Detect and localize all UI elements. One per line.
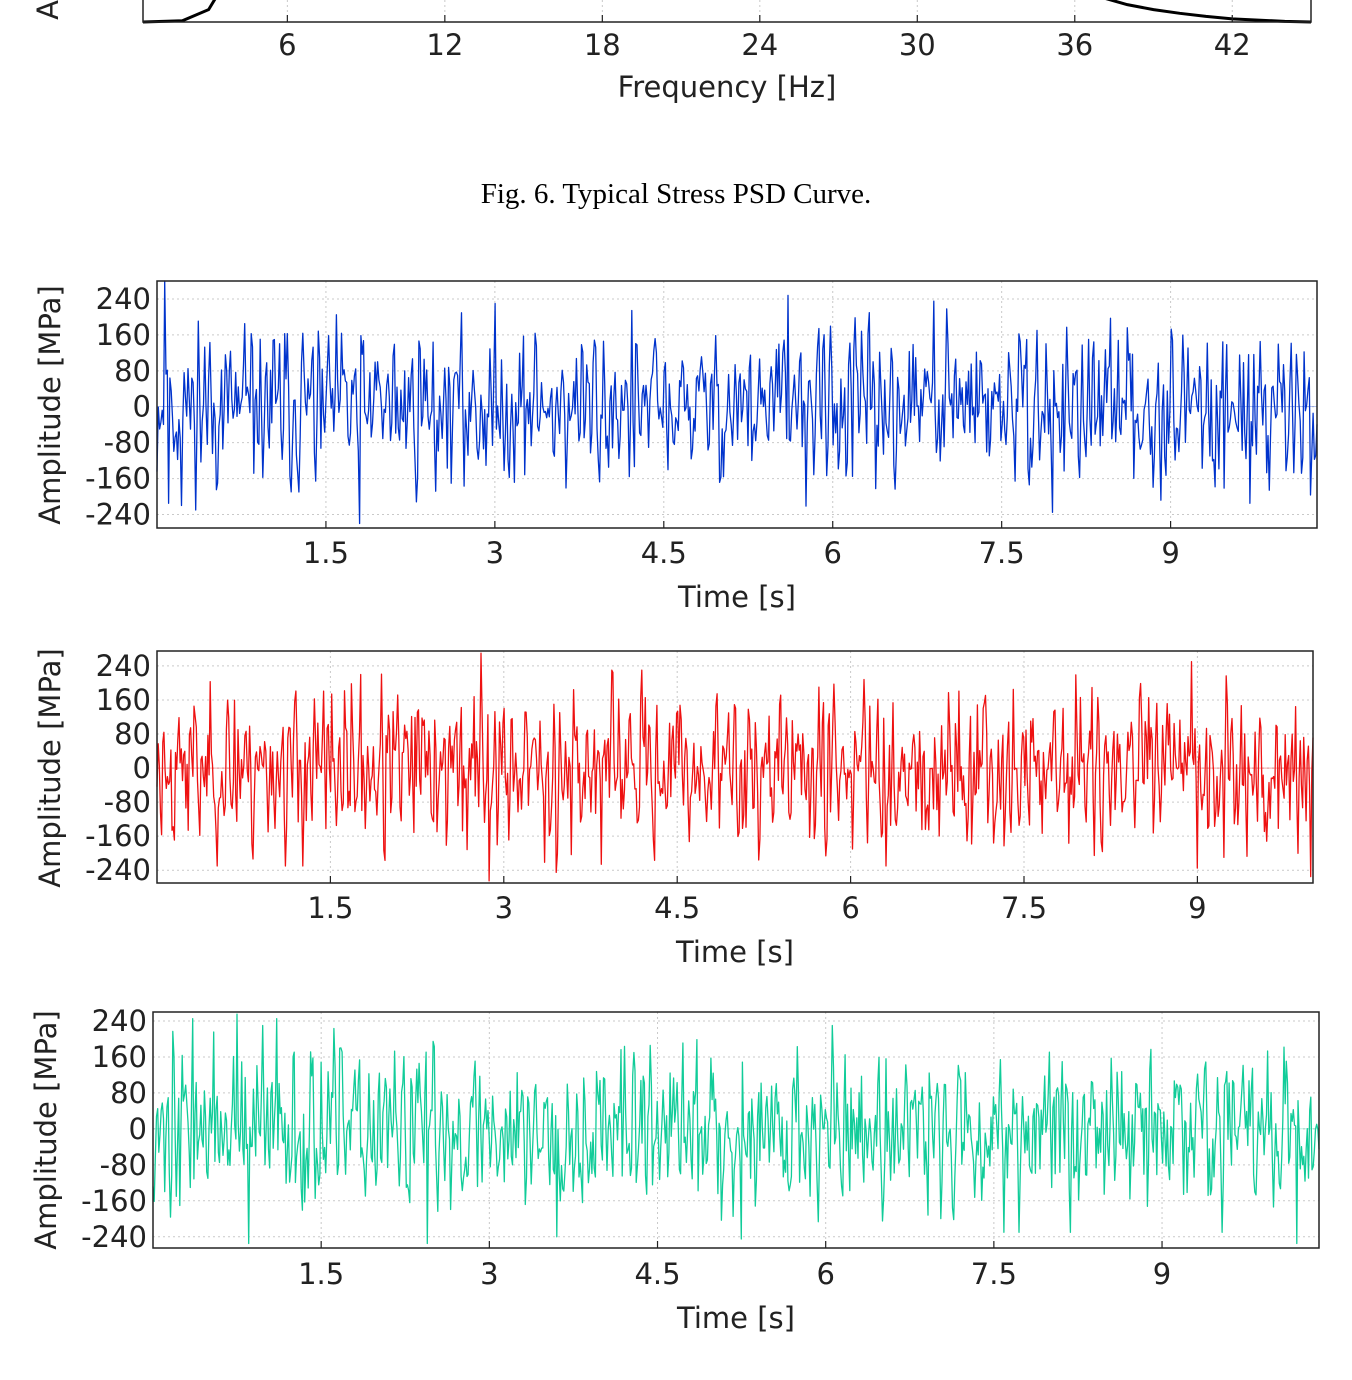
signal-trace [156, 280, 1318, 525]
y-axis-label: A [31, 0, 65, 20]
y-tick-label: 240 [96, 282, 151, 316]
y-tick-label: 240 [96, 649, 151, 683]
x-tick-label: 9 [1188, 891, 1206, 925]
x-tick-label: 1.5 [303, 536, 349, 570]
x-tick-label: 6 [816, 1257, 834, 1291]
y-tick-label: 160 [92, 1040, 147, 1074]
x-axis-label: Frequency [Hz] [618, 70, 837, 104]
y-tick-label: 0 [133, 390, 151, 424]
y-tick-label: 80 [114, 354, 151, 388]
signal-trace [152, 1013, 1320, 1245]
x-axis-label: Time [s] [675, 935, 794, 969]
y-tick-label: -160 [81, 1184, 147, 1218]
x-tick-label: 6 [841, 891, 859, 925]
chart-1: 6 12 18 24 30 36 42 Frequency [Hz] A [31, 0, 1312, 104]
x-tick-label: 12 [426, 28, 463, 62]
x-tick-label: 4.5 [634, 1257, 680, 1291]
y-tick-label: 0 [133, 751, 151, 785]
x-tick-label: 6 [824, 536, 842, 570]
x-tick-label: 3 [495, 891, 513, 925]
y-tick-label: 80 [110, 1076, 147, 1110]
x-tick-label: 7.5 [1001, 891, 1047, 925]
y-tick-label: -240 [85, 853, 151, 887]
x-tick-label: 9 [1153, 1257, 1171, 1291]
x-tick-label: 1.5 [307, 891, 353, 925]
y-tick-label: -240 [85, 498, 151, 532]
y-tick-label: 0 [129, 1112, 147, 1146]
y-tick-label: -160 [85, 819, 151, 853]
signal-trace [156, 652, 1314, 882]
y-tick-label: 80 [114, 717, 151, 751]
y-tick-label: -80 [104, 785, 151, 819]
plot-frame [156, 280, 1318, 529]
x-tick-label: 7.5 [979, 536, 1025, 570]
x-axis-label: Time [s] [676, 1301, 795, 1335]
x-tick-label: 36 [1056, 28, 1093, 62]
x-tick-label: 3 [480, 1257, 498, 1291]
y-tick-label: -80 [100, 1148, 147, 1182]
y-tick-label: -80 [104, 426, 151, 460]
x-tick-label: 42 [1214, 28, 1251, 62]
x-tick-label: 6 [278, 28, 296, 62]
x-tick-label: 9 [1161, 536, 1179, 570]
y-axis-label: Amplitude [MPa] [33, 285, 67, 524]
y-tick-label: -160 [85, 462, 151, 496]
y-axis-label: Amplitude [MPa] [29, 1010, 63, 1249]
y-tick-label: 240 [92, 1004, 147, 1038]
y-axis-label: Amplitude [MPa] [33, 648, 67, 887]
plot-frame [156, 650, 1314, 884]
y-tick-label: -240 [81, 1220, 147, 1254]
x-axis-label: Time [s] [677, 580, 796, 614]
x-tick-label: 18 [584, 28, 621, 62]
y-tick-label: 160 [96, 683, 151, 717]
y-tick-label: 160 [96, 318, 151, 352]
x-tick-label: 1.5 [298, 1257, 344, 1291]
plot-frame [142, 0, 1312, 23]
x-tick-label: 4.5 [654, 891, 700, 925]
x-tick-label: 4.5 [641, 536, 687, 570]
plot-frame [152, 1011, 1320, 1249]
x-tick-label: 30 [899, 28, 936, 62]
x-tick-label: 7.5 [971, 1257, 1017, 1291]
x-tick-label: 3 [486, 536, 504, 570]
psd-curve [142, 0, 1312, 24]
x-tick-label: 24 [741, 28, 778, 62]
figure-caption: Fig. 6. Typical Stress PSD Curve. [480, 178, 872, 210]
